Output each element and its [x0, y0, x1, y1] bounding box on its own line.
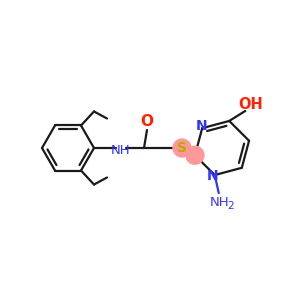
Text: N: N: [207, 169, 219, 183]
Circle shape: [173, 139, 191, 157]
Text: 2: 2: [227, 201, 234, 211]
Text: N: N: [195, 119, 207, 133]
Text: NH: NH: [210, 196, 230, 208]
Circle shape: [186, 146, 204, 164]
Text: S: S: [177, 141, 187, 155]
Text: OH: OH: [238, 98, 262, 112]
Text: O: O: [140, 115, 154, 130]
Text: NH: NH: [111, 143, 131, 157]
